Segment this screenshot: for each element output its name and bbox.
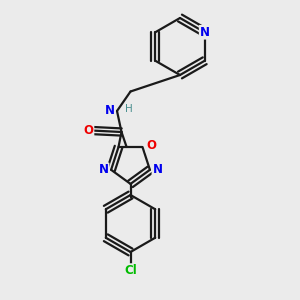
Text: O: O xyxy=(146,139,157,152)
Text: N: N xyxy=(152,163,162,176)
Text: N: N xyxy=(200,26,210,39)
Text: Cl: Cl xyxy=(124,264,137,277)
Text: N: N xyxy=(99,163,109,176)
Text: H: H xyxy=(125,104,133,115)
Text: N: N xyxy=(104,104,115,118)
Text: O: O xyxy=(83,124,94,137)
